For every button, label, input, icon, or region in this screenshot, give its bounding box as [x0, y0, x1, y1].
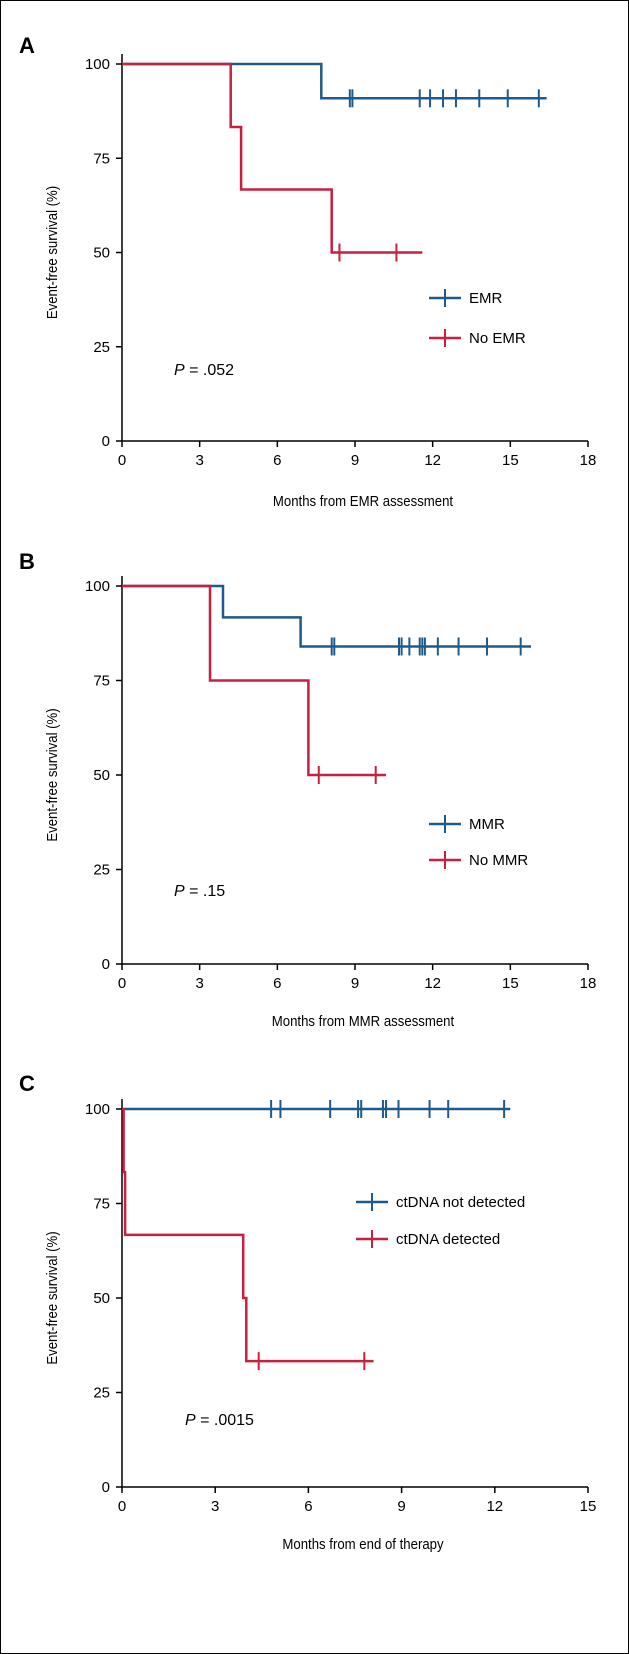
- p-value: P = .0015: [185, 1412, 254, 1429]
- x-tick-label: 0: [118, 452, 126, 469]
- panel-letter: B: [19, 549, 35, 574]
- legend-label: EMR: [469, 290, 503, 307]
- x-tick-label: 3: [195, 452, 203, 469]
- x-tick-label: 9: [397, 1498, 405, 1515]
- p-value-symbol: P: [174, 362, 185, 379]
- chart-panel-c: C 0 25 50 75 100 0 3 6 9 12 15 Months from end of th…: [19, 1071, 596, 1552]
- panel-letter: A: [19, 33, 35, 58]
- series-emr: EMR: [122, 62, 547, 307]
- x-tick-label: 6: [273, 975, 281, 992]
- km-curve: [122, 584, 387, 777]
- y-tick-label: 0: [102, 1479, 110, 1496]
- legend-label: MMR: [469, 816, 505, 833]
- y-tick-label: 75: [93, 150, 110, 167]
- series-ctdna-detected: ctDNA detected: [122, 1107, 500, 1371]
- x-tick-label: 15: [502, 975, 519, 992]
- y-axis-title: Event-free survival (%): [43, 1231, 60, 1364]
- legend-label: ctDNA not detected: [396, 1194, 525, 1211]
- x-tick-label: 18: [580, 975, 597, 992]
- x-tick-label: 3: [195, 975, 203, 992]
- p-value-symbol: P: [174, 883, 185, 900]
- x-tick-label: 0: [118, 1498, 126, 1515]
- p-value-number: .0015: [214, 1412, 254, 1429]
- x-tick-label: 6: [273, 452, 281, 469]
- p-value-number: .15: [203, 883, 225, 900]
- km-curve: [122, 62, 547, 100]
- panel-letter: C: [19, 1071, 35, 1096]
- y-axis-title: Event-free survival (%): [43, 708, 60, 841]
- x-tick-label: 12: [424, 975, 441, 992]
- y-tick-label: 50: [93, 245, 110, 262]
- y-tick-label: 25: [93, 339, 110, 356]
- x-tick-label: 6: [304, 1498, 312, 1515]
- p-value-equals: =: [185, 883, 203, 900]
- y-tick-label: 50: [93, 1290, 110, 1307]
- y-tick-label: 100: [85, 56, 110, 73]
- x-tick-label: 9: [351, 975, 359, 992]
- p-value: P = .052: [174, 362, 234, 379]
- x-axis-title: Months from end of therapy: [282, 1535, 444, 1552]
- y-tick-label: 0: [102, 956, 110, 973]
- x-axis-title: Months from EMR assessment: [273, 492, 453, 509]
- p-value-equals: =: [185, 362, 203, 379]
- y-tick-label: 75: [93, 673, 110, 690]
- km-curve: [122, 62, 423, 254]
- x-axis-title: Months from MMR assessment: [272, 1012, 454, 1029]
- series-no-mmr: No MMR: [122, 584, 528, 869]
- y-tick-label: 50: [93, 767, 110, 784]
- km-curve: [122, 584, 531, 648]
- y-tick-label: 75: [93, 1196, 110, 1213]
- x-tick-label: 9: [351, 452, 359, 469]
- x-tick-label: 15: [502, 452, 519, 469]
- series-mmr: MMR: [122, 584, 531, 833]
- y-tick-label: 0: [102, 433, 110, 450]
- p-value: P = .15: [174, 883, 225, 900]
- y-tick-label: 25: [93, 862, 110, 879]
- x-tick-label: 3: [211, 1498, 219, 1515]
- p-value-symbol: P: [185, 1412, 196, 1429]
- p-value-equals: =: [196, 1412, 214, 1429]
- legend-label: No EMR: [469, 330, 526, 347]
- series-no-emr: No EMR: [122, 62, 526, 347]
- x-tick-label: 12: [486, 1498, 503, 1515]
- y-axis-title: Event-free survival (%): [43, 186, 60, 319]
- x-tick-label: 0: [118, 975, 126, 992]
- series-ctdna-not-detected: ctDNA not detected: [122, 1100, 525, 1211]
- y-tick-label: 100: [85, 1101, 110, 1118]
- legend-label: ctDNA detected: [396, 1231, 500, 1248]
- x-tick-label: 15: [580, 1498, 597, 1515]
- legend-label: No MMR: [469, 852, 528, 869]
- x-tick-label: 18: [580, 452, 597, 469]
- chart-panel-b: B 0 25 50 75 100 0 3 6 9 12 15 18 Months from MMR ass…: [19, 549, 596, 1029]
- p-value-number: .052: [203, 362, 234, 379]
- y-tick-label: 25: [93, 1385, 110, 1402]
- km-curve: [122, 1107, 374, 1363]
- chart-panel-a: A 0 25 50 75 100 0 3 6 9 12 15 18 Months from EMR ass…: [19, 33, 596, 509]
- y-tick-label: 100: [85, 578, 110, 595]
- x-tick-label: 12: [424, 452, 441, 469]
